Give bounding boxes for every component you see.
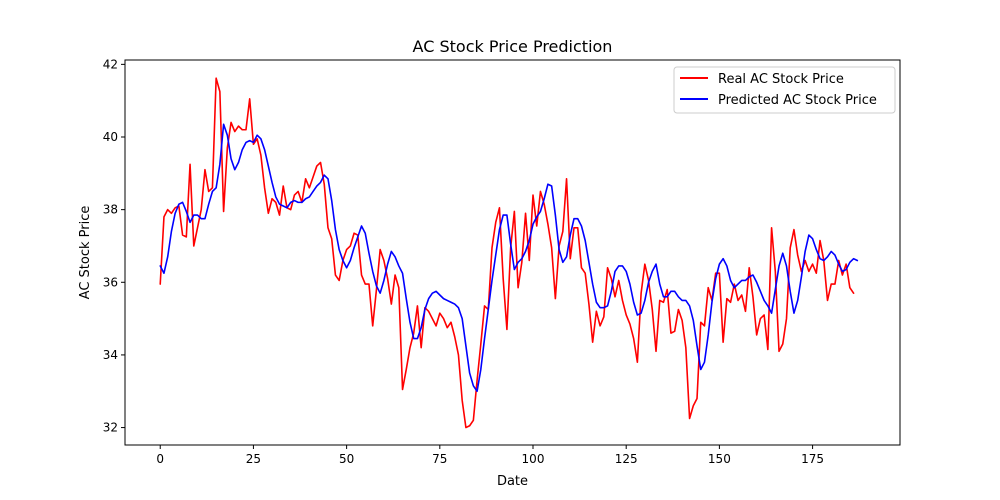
y-tick-label: 42 <box>103 57 118 71</box>
series-line-predicted <box>159 123 859 393</box>
x-tick-label: 25 <box>246 452 261 466</box>
x-tick-label: 100 <box>522 452 545 466</box>
y-axis-label: AC Stock Price <box>78 206 93 300</box>
legend-label-real: Real AC Stock Price <box>718 72 844 87</box>
chart-title: AC Stock Price Prediction <box>413 37 613 56</box>
x-tick-label: 150 <box>708 452 731 466</box>
plot-area <box>159 77 859 429</box>
y-tick-label: 38 <box>103 203 118 217</box>
x-tick-label: 175 <box>801 452 824 466</box>
y-tick-label: 34 <box>103 348 118 362</box>
x-tick-label: 50 <box>339 452 354 466</box>
y-tick-label: 40 <box>103 130 118 144</box>
axes-frame <box>124 59 901 446</box>
series-line-real <box>159 77 855 429</box>
legend-label-predicted: Predicted AC Stock Price <box>718 93 877 108</box>
y-axis: 32 34 36 38 40 42 <box>103 57 125 435</box>
x-tick-label: 75 <box>432 452 447 466</box>
legend-box <box>673 66 896 114</box>
y-tick-label: 36 <box>103 275 118 289</box>
x-axis: 0 25 50 75 100 125 150 175 <box>156 445 824 466</box>
y-tick-label: 32 <box>103 421 118 435</box>
x-axis-label: Date <box>497 474 528 489</box>
legend: Real AC Stock Price Predicted AC Stock P… <box>673 66 896 114</box>
x-tick-label: 125 <box>615 452 638 466</box>
x-tick-label: 0 <box>156 452 164 466</box>
